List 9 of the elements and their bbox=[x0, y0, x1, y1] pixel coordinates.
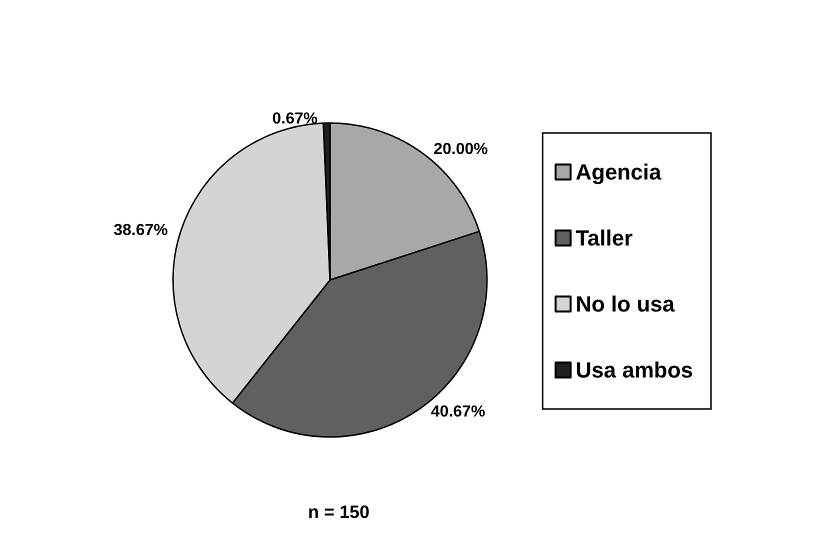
legend-label: Taller bbox=[576, 226, 634, 250]
text: n = 150 bbox=[308, 502, 370, 522]
legend-label: No lo usa bbox=[576, 292, 676, 316]
data-label: 40.67% bbox=[430, 404, 486, 421]
legend-label: Usa ambos bbox=[576, 358, 694, 382]
data-label: 20.00% bbox=[434, 141, 488, 158]
data-label: 0.67% bbox=[272, 110, 318, 128]
legend-label: Agencia bbox=[576, 160, 662, 184]
data-label: 38.67% bbox=[114, 222, 168, 239]
